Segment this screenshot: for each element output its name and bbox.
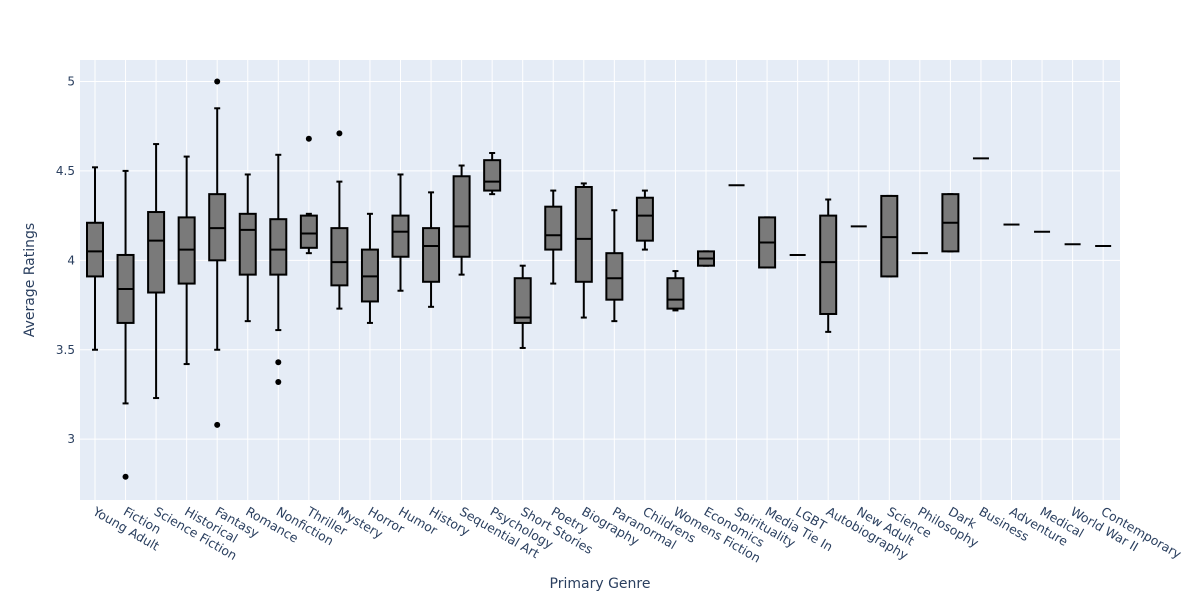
box-psychology [483,152,502,196]
y-tick-label: 3.5 [56,343,75,357]
box-history [422,191,441,308]
box-iqr-rect [666,277,685,310]
box-womens-fiction [666,270,685,312]
box-iqr-rect [299,214,318,249]
y-axis-title: Average Ratings [22,223,38,337]
box-iqr-rect [269,218,288,276]
box-fantasy [208,78,227,428]
box-iqr-rect [391,214,410,258]
box-thriller [299,135,318,255]
outlier-point [214,421,221,428]
y-axis-ticks: 3 3.5 4 4.5 5 [56,74,75,446]
y-tick-label: 3 [67,432,75,446]
y-tick-label: 4 [67,253,75,267]
box-iqr-rect [452,175,471,258]
outlier-point [275,378,282,385]
box-science [880,194,899,278]
box-iqr-rect [513,277,532,324]
outlier-point [122,473,129,480]
box-horror [360,212,379,324]
box-media-tie-in [758,216,777,269]
outlier-point [336,130,343,137]
box-iqr-rect [483,159,502,192]
box-iqr-rect [422,227,441,283]
box-sequential-art [452,164,471,276]
box-paranormal [605,209,624,323]
box-poetry [544,189,563,285]
box-autobiography [819,198,838,333]
box-economics [697,250,715,267]
box-science-fiction [147,143,166,400]
box-nonfiction [269,153,288,385]
y-tick-label: 4.5 [56,164,75,178]
box-young-adult [86,166,104,351]
box-childrens [635,189,654,251]
box-dark [941,193,960,253]
y-tick-label: 5 [67,74,75,88]
box-fiction [116,169,135,480]
box-biography [574,182,593,319]
box-iqr-rect [238,212,257,276]
outlier-point [275,359,282,366]
box-iqr-rect [86,221,104,278]
box-historical [177,155,196,366]
box-iqr-rect [819,214,838,315]
box-iqr-rect [574,185,593,283]
box-iqr-rect [544,205,563,251]
box-romance [238,173,257,323]
box-iqr-rect [330,227,349,287]
boxes [86,78,1112,480]
outlier-point [305,135,312,142]
box-iqr-rect [635,196,654,242]
plot-area [80,60,1120,500]
box-mystery [330,130,349,310]
outlier-point [214,78,221,85]
box-short-stories [513,264,532,349]
x-axis-title: Primary Genre [550,576,651,592]
box-iqr-rect [605,252,624,301]
box-humor [391,173,410,292]
box-iqr-rect [147,211,166,294]
